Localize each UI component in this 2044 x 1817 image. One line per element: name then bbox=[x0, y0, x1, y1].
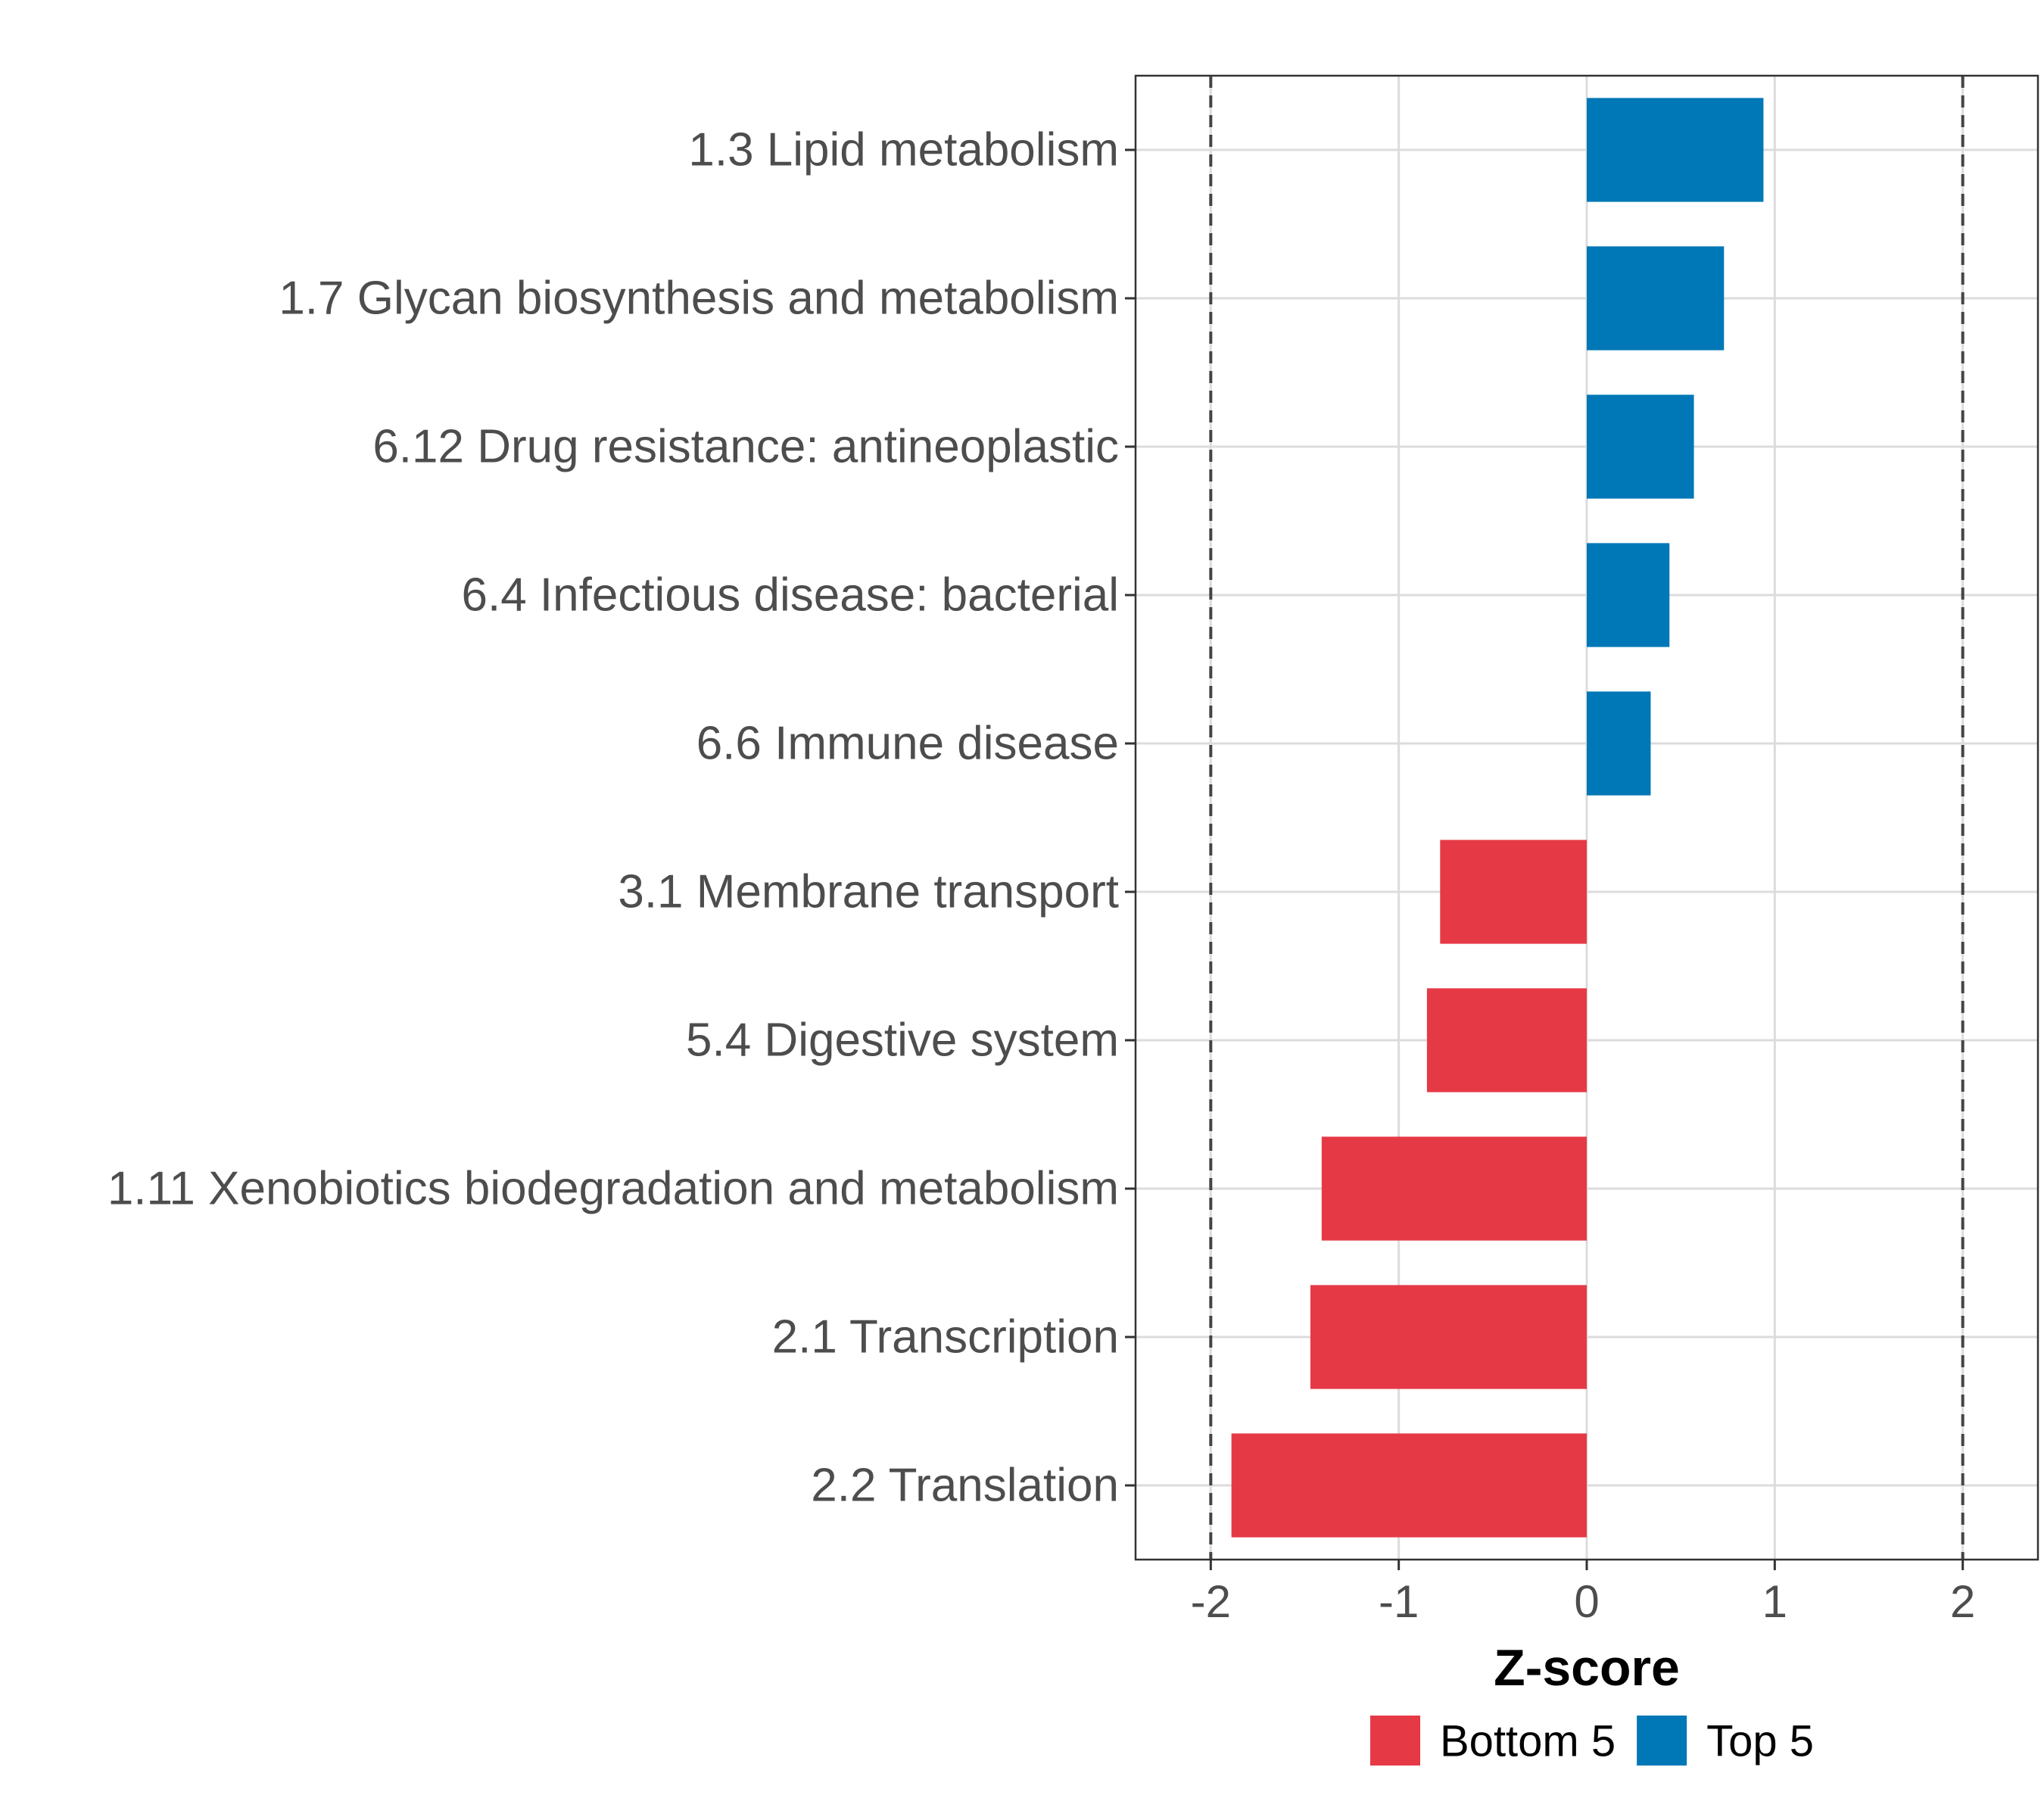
x-axis-title: Z-score bbox=[1494, 1639, 1680, 1697]
category-label: 5.4 Digestive system bbox=[686, 1014, 1119, 1067]
category-label: 1.7 Glycan biosynthesis and metabolism bbox=[279, 273, 1119, 325]
category-label: 2.1 Transcription bbox=[772, 1311, 1119, 1364]
reference-lines bbox=[1209, 76, 1965, 1560]
bar bbox=[1587, 394, 1694, 499]
x-tick-label: -2 bbox=[1191, 1576, 1231, 1627]
x-tick-label: 1 bbox=[1762, 1576, 1787, 1627]
bar bbox=[1426, 988, 1587, 1092]
bar bbox=[1231, 1433, 1587, 1538]
legend-swatch bbox=[1637, 1716, 1687, 1766]
bar bbox=[1587, 543, 1670, 647]
category-label: 6.4 Infectious disease: bacterial bbox=[461, 569, 1119, 622]
bars bbox=[1231, 98, 1764, 1538]
bar bbox=[1440, 840, 1587, 944]
bar bbox=[1310, 1285, 1587, 1389]
y-axis-ticks: 1.3 Lipid metabolism 1.7 Glycan biosynthe… bbox=[107, 124, 1136, 1512]
x-axis-ticks: -2 -1 0 1 2 bbox=[1191, 1560, 1975, 1627]
bar bbox=[1587, 246, 1725, 351]
x-tick-label: 2 bbox=[1950, 1576, 1975, 1627]
category-label: 6.6 Immune disease bbox=[696, 718, 1119, 770]
category-label: 2.2 Translation bbox=[811, 1460, 1119, 1512]
category-label: 3.1 Membrane transport bbox=[618, 866, 1119, 918]
legend: Bottom 5 Top 5 bbox=[1370, 1716, 1814, 1766]
category-label: 1.3 Lipid metabolism bbox=[688, 124, 1119, 176]
category-label: 1.11 Xenobiotics biodegradation and meta… bbox=[107, 1163, 1119, 1215]
bar bbox=[1587, 691, 1651, 796]
x-tick-label: -1 bbox=[1379, 1576, 1419, 1627]
legend-swatch bbox=[1370, 1716, 1420, 1766]
legend-label: Bottom 5 bbox=[1440, 1717, 1616, 1766]
bar bbox=[1587, 98, 1764, 202]
x-tick-label: 0 bbox=[1574, 1576, 1599, 1627]
bar bbox=[1321, 1136, 1587, 1241]
legend-label: Top 5 bbox=[1706, 1717, 1814, 1766]
category-label: 6.12 Drug resistance: antineoplastic bbox=[372, 421, 1119, 473]
